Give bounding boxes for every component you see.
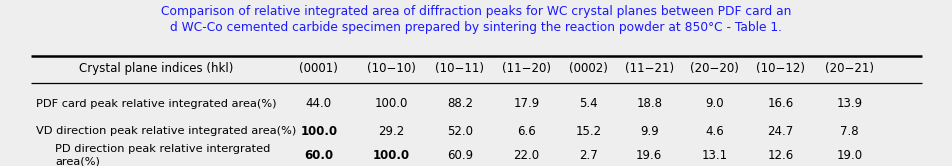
Text: 7.8: 7.8 xyxy=(841,125,859,138)
Text: 60.0: 60.0 xyxy=(305,149,333,162)
Text: (11−21): (11−21) xyxy=(625,62,674,75)
Text: (0002): (0002) xyxy=(569,62,607,75)
Text: 15.2: 15.2 xyxy=(575,125,602,138)
Text: 6.6: 6.6 xyxy=(517,125,536,138)
Text: 12.6: 12.6 xyxy=(767,149,794,162)
Text: (0001): (0001) xyxy=(300,62,338,75)
Text: 4.6: 4.6 xyxy=(705,125,724,138)
Text: (10−12): (10−12) xyxy=(756,62,805,75)
Text: 100.0: 100.0 xyxy=(373,149,410,162)
Text: 13.1: 13.1 xyxy=(702,149,727,162)
Text: (10−11): (10−11) xyxy=(435,62,485,75)
Text: 13.9: 13.9 xyxy=(837,97,863,110)
Text: 9.0: 9.0 xyxy=(705,97,724,110)
Text: 29.2: 29.2 xyxy=(379,125,405,138)
Text: 5.4: 5.4 xyxy=(579,97,598,110)
Text: 44.0: 44.0 xyxy=(306,97,332,110)
Text: Comparison of relative integrated area of diffraction peaks for WC crystal plane: Comparison of relative integrated area o… xyxy=(161,5,791,35)
Text: PD direction peak relative intergrated
area(%): PD direction peak relative intergrated a… xyxy=(55,144,270,166)
Text: 52.0: 52.0 xyxy=(446,125,473,138)
Text: 2.7: 2.7 xyxy=(579,149,598,162)
Text: 19.0: 19.0 xyxy=(837,149,863,162)
Text: 17.9: 17.9 xyxy=(513,97,540,110)
Text: (11−20): (11−20) xyxy=(502,62,551,75)
Text: 88.2: 88.2 xyxy=(446,97,473,110)
Text: VD direction peak relative integrated area(%): VD direction peak relative integrated ar… xyxy=(36,126,296,136)
Text: 22.0: 22.0 xyxy=(513,149,540,162)
Text: 19.6: 19.6 xyxy=(636,149,663,162)
Text: 60.9: 60.9 xyxy=(446,149,473,162)
Text: PDF card peak relative integrated area(%): PDF card peak relative integrated area(%… xyxy=(36,99,277,109)
Text: Crystal plane indices (hkl): Crystal plane indices (hkl) xyxy=(79,62,233,75)
Text: 9.9: 9.9 xyxy=(640,125,659,138)
Text: (10−10): (10−10) xyxy=(367,62,416,75)
Text: 24.7: 24.7 xyxy=(767,125,794,138)
Text: 16.6: 16.6 xyxy=(767,97,794,110)
Text: (20−20): (20−20) xyxy=(690,62,739,75)
Text: (20−21): (20−21) xyxy=(825,62,874,75)
Text: 18.8: 18.8 xyxy=(636,97,663,110)
Text: 100.0: 100.0 xyxy=(301,125,337,138)
Text: 100.0: 100.0 xyxy=(375,97,408,110)
